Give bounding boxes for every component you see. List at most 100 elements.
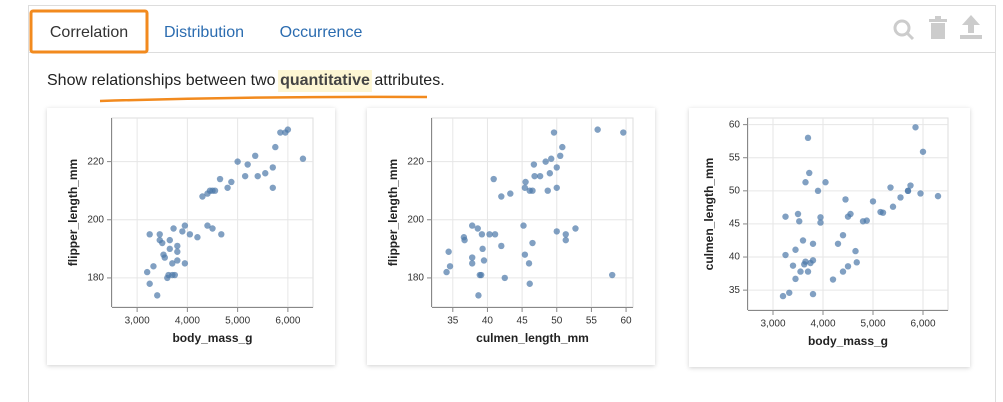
point	[869, 198, 877, 205]
point	[521, 251, 529, 258]
highlight	[278, 70, 372, 92]
point	[486, 231, 493, 238]
point	[839, 231, 847, 239]
point	[904, 187, 912, 195]
plot-area	[431, 117, 634, 308]
point	[443, 268, 450, 276]
point	[156, 231, 163, 238]
x-tick-label: 50	[551, 316, 563, 327]
point	[934, 192, 942, 200]
point	[801, 261, 808, 268]
point	[834, 240, 842, 247]
point	[174, 242, 181, 250]
point	[460, 234, 468, 241]
point	[211, 187, 219, 194]
point	[553, 164, 560, 171]
point	[269, 184, 276, 191]
point	[814, 187, 822, 195]
x-tick-label: 3,000	[125, 316, 150, 327]
x-tick-label: 6,000	[910, 319, 935, 330]
point	[792, 275, 799, 283]
y-tick-label: 50	[729, 185, 741, 196]
point	[792, 246, 799, 253]
point	[863, 217, 870, 224]
point	[572, 225, 579, 232]
point	[799, 237, 807, 244]
point	[853, 259, 860, 266]
x-tick-label: 40	[482, 316, 494, 327]
point	[284, 126, 292, 133]
point	[530, 161, 538, 168]
point	[529, 187, 536, 194]
point	[218, 231, 225, 238]
point	[877, 208, 884, 216]
point	[252, 152, 259, 159]
point	[802, 179, 809, 186]
point	[228, 178, 235, 186]
point	[779, 292, 787, 300]
point	[241, 172, 249, 180]
tab[interactable]: Distribution	[164, 24, 244, 41]
point	[559, 143, 566, 151]
point	[544, 187, 551, 194]
x-tick-label: 45	[517, 316, 529, 327]
point	[478, 231, 486, 238]
point	[224, 184, 231, 191]
tab-highlight	[29, 9, 149, 54]
point	[166, 236, 173, 244]
point	[469, 254, 476, 261]
annotation-underline	[99, 95, 428, 103]
upload-icon[interactable]	[960, 15, 982, 39]
point	[160, 251, 167, 258]
point	[887, 184, 894, 191]
y-tick-label: 45	[729, 219, 741, 230]
point	[216, 175, 224, 183]
point	[839, 268, 847, 275]
point	[609, 271, 616, 279]
point	[594, 126, 601, 133]
y-tick-label: 200	[407, 214, 424, 225]
point	[146, 280, 153, 287]
y-axis-label: flipper_length_mm	[66, 159, 80, 266]
point	[550, 129, 558, 136]
point	[526, 280, 533, 287]
point	[179, 228, 186, 235]
point	[269, 164, 276, 171]
point	[445, 248, 452, 255]
point	[829, 276, 837, 283]
x-tick-label: 35	[447, 316, 459, 327]
point	[204, 190, 211, 197]
point	[498, 193, 505, 200]
point	[548, 155, 555, 162]
point	[842, 196, 849, 203]
trash-icon[interactable]	[929, 16, 947, 39]
point	[491, 231, 499, 238]
point	[786, 289, 793, 296]
point	[562, 236, 569, 244]
x-tick-label: 6,000	[275, 316, 300, 327]
point	[553, 184, 560, 191]
point	[166, 245, 173, 253]
y-tick-label: 180	[407, 273, 424, 284]
x-axis-label: body_mass_g	[808, 334, 888, 348]
point	[150, 263, 157, 270]
x-tick-label: 3,000	[760, 319, 785, 330]
point	[897, 194, 904, 201]
x-axis-label: body_mass_g	[172, 331, 252, 345]
point	[194, 234, 201, 241]
point	[143, 268, 151, 276]
tab[interactable]: Occurrence	[280, 24, 363, 41]
point	[817, 214, 824, 221]
point	[809, 257, 817, 264]
point	[498, 242, 505, 250]
tab[interactable]: Correlation	[50, 24, 128, 41]
point	[529, 239, 536, 247]
y-tick-label: 55	[729, 152, 741, 163]
search-icon[interactable]	[893, 19, 915, 41]
x-tick-label: 5,000	[225, 316, 250, 327]
point	[186, 231, 194, 238]
point	[299, 155, 307, 162]
x-axis-label: culmen_length_mm	[476, 331, 589, 345]
point	[507, 190, 514, 197]
